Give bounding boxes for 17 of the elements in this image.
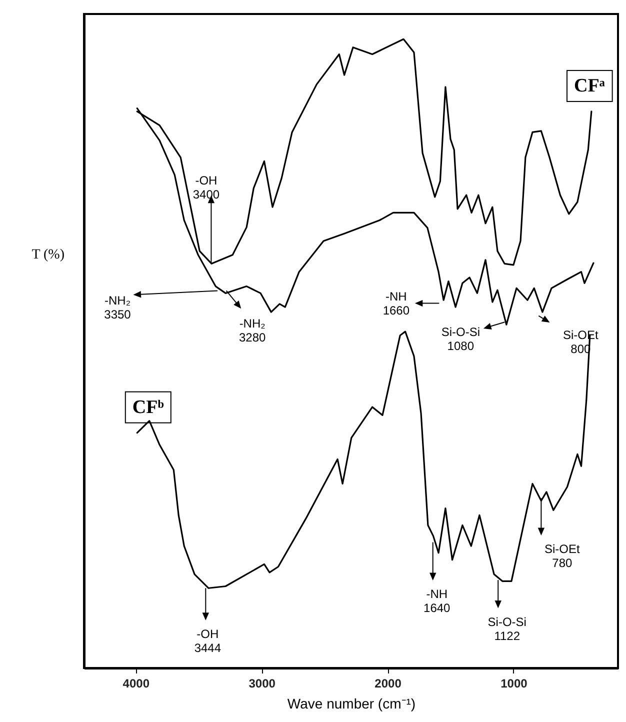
- annotation: -OH 3400: [192, 174, 220, 202]
- annotation: -NH 1640: [424, 587, 451, 616]
- annotation: -NH 1660: [382, 289, 410, 318]
- x-tick-label: 4000: [122, 676, 150, 690]
- annotation: -NH₂ 3280: [238, 316, 266, 345]
- x-tick-label: 1000: [500, 676, 528, 690]
- series-label: CFᵃ: [574, 75, 606, 96]
- x-axis-title: Wave number (cm⁻¹): [287, 696, 416, 712]
- x-tick-label: 3000: [248, 676, 276, 690]
- annotation: Si-O-Si 1122: [488, 614, 526, 643]
- annotation: -OH 3444: [194, 627, 222, 656]
- y-axis-title: T (%): [32, 248, 65, 262]
- series-label: CFᵇ: [132, 396, 164, 418]
- annotation: Si-OEt 780: [544, 542, 581, 570]
- annotation: -NH₂ 3350: [104, 294, 132, 322]
- annotation: Si-O-Si 1080: [441, 325, 480, 354]
- x-tick-label: 2000: [374, 676, 402, 690]
